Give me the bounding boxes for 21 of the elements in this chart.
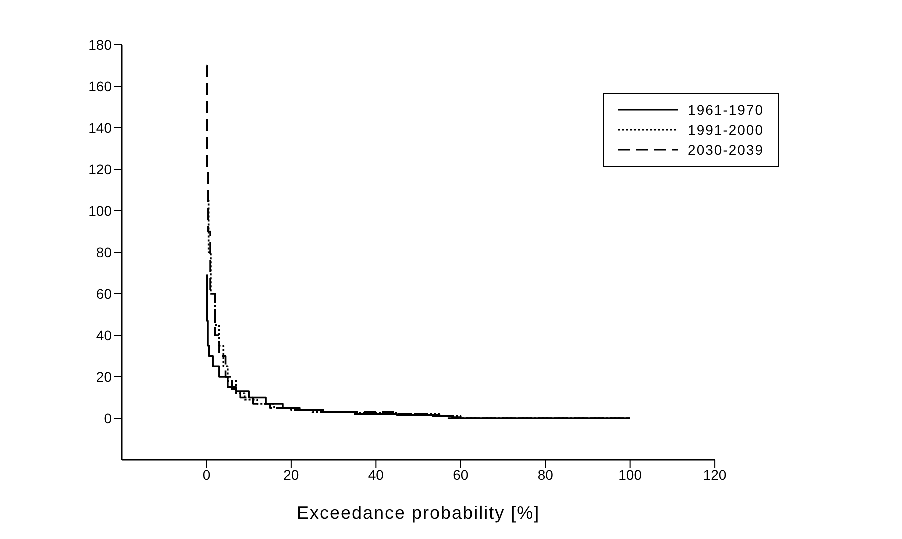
y-tick-label: 180: [88, 36, 112, 53]
x-tick-label: 40: [368, 466, 384, 483]
y-tick-label: 140: [88, 120, 112, 136]
y-tick-label: 160: [88, 78, 112, 94]
x-tick-label: 20: [284, 466, 300, 483]
legend-label: 2030-2039: [688, 141, 764, 160]
y-tick-label: 80: [96, 244, 112, 260]
y-tick-label: 0: [104, 410, 112, 426]
x-tick-label: 100: [618, 466, 642, 483]
x-tick-label: 80: [538, 466, 554, 483]
legend-label: 1961-1970: [688, 101, 764, 120]
x-tick-label: 120: [703, 466, 727, 483]
y-tick-label: 120: [88, 161, 112, 178]
x-axis-title: Exceedance probability [%]: [296, 503, 540, 523]
x-tick-label: 60: [453, 466, 469, 483]
y-tick-label: 40: [96, 327, 112, 344]
y-tick-label: 60: [96, 286, 112, 302]
y-tick-label: 20: [96, 368, 112, 385]
x-tick-label: 0: [202, 466, 211, 483]
y-tick-label: 100: [88, 202, 112, 219]
legend-label: 1991-2000: [688, 121, 764, 140]
